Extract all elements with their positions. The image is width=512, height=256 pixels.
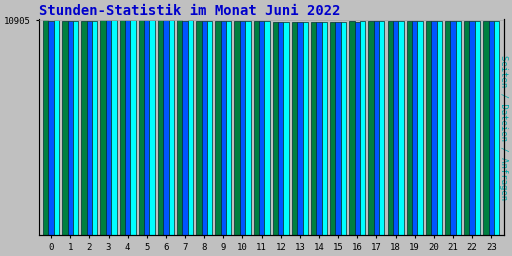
Bar <box>273 22 278 235</box>
Bar <box>488 21 494 235</box>
Bar <box>182 20 188 235</box>
Bar <box>412 22 417 235</box>
Bar <box>450 21 456 235</box>
Bar <box>43 20 49 235</box>
Bar <box>73 21 78 235</box>
Bar <box>322 22 327 235</box>
Bar <box>163 20 168 235</box>
Bar <box>494 20 499 235</box>
Bar <box>177 20 182 235</box>
Bar <box>188 20 193 235</box>
Bar <box>368 21 374 235</box>
Bar <box>303 22 308 235</box>
Bar <box>355 22 360 235</box>
Bar <box>388 21 393 235</box>
Bar <box>168 20 174 235</box>
Bar <box>278 22 284 235</box>
Bar <box>216 21 221 235</box>
Bar <box>330 22 335 235</box>
Bar <box>226 21 231 235</box>
Bar <box>106 20 111 235</box>
Bar <box>240 21 245 235</box>
Bar <box>144 20 150 235</box>
Bar <box>417 21 423 235</box>
Bar <box>311 22 316 235</box>
Bar <box>196 21 202 235</box>
Bar <box>49 21 54 235</box>
Bar <box>81 21 87 235</box>
Bar <box>111 20 117 235</box>
Bar <box>202 21 207 235</box>
Y-axis label: Seiten / Dateien / Anfragen: Seiten / Dateien / Anfragen <box>499 55 508 200</box>
Bar <box>407 21 412 235</box>
Bar <box>253 21 259 235</box>
Bar <box>120 20 125 235</box>
Bar <box>379 21 385 235</box>
Bar <box>87 21 92 235</box>
Bar <box>437 21 442 235</box>
Bar <box>483 21 488 235</box>
Bar <box>125 20 131 235</box>
Bar <box>264 21 270 235</box>
Bar <box>54 20 59 235</box>
Bar <box>62 21 68 235</box>
Text: Stunden-Statistik im Monat Juni 2022: Stunden-Statistik im Monat Juni 2022 <box>39 4 340 18</box>
Bar <box>284 22 289 235</box>
Bar <box>445 21 450 235</box>
Bar <box>221 21 226 235</box>
Bar <box>207 21 212 235</box>
Bar <box>393 21 398 235</box>
Bar <box>150 20 155 235</box>
Bar <box>398 21 403 235</box>
Bar <box>475 21 480 235</box>
Bar <box>470 21 475 235</box>
Bar <box>426 21 431 235</box>
Bar <box>349 21 355 235</box>
Bar <box>341 22 346 235</box>
Bar <box>335 22 341 235</box>
Bar <box>292 22 297 235</box>
Bar <box>68 21 73 235</box>
Bar <box>158 20 163 235</box>
Bar <box>139 20 144 235</box>
Bar <box>431 22 437 235</box>
Bar <box>316 22 322 235</box>
Bar <box>259 22 264 235</box>
Bar <box>456 21 461 235</box>
Bar <box>100 20 106 235</box>
Bar <box>92 21 97 235</box>
Bar <box>234 21 240 235</box>
Bar <box>374 22 379 235</box>
Bar <box>464 21 470 235</box>
Bar <box>360 21 366 235</box>
Bar <box>297 22 303 235</box>
Bar <box>131 20 136 235</box>
Bar <box>245 21 250 235</box>
